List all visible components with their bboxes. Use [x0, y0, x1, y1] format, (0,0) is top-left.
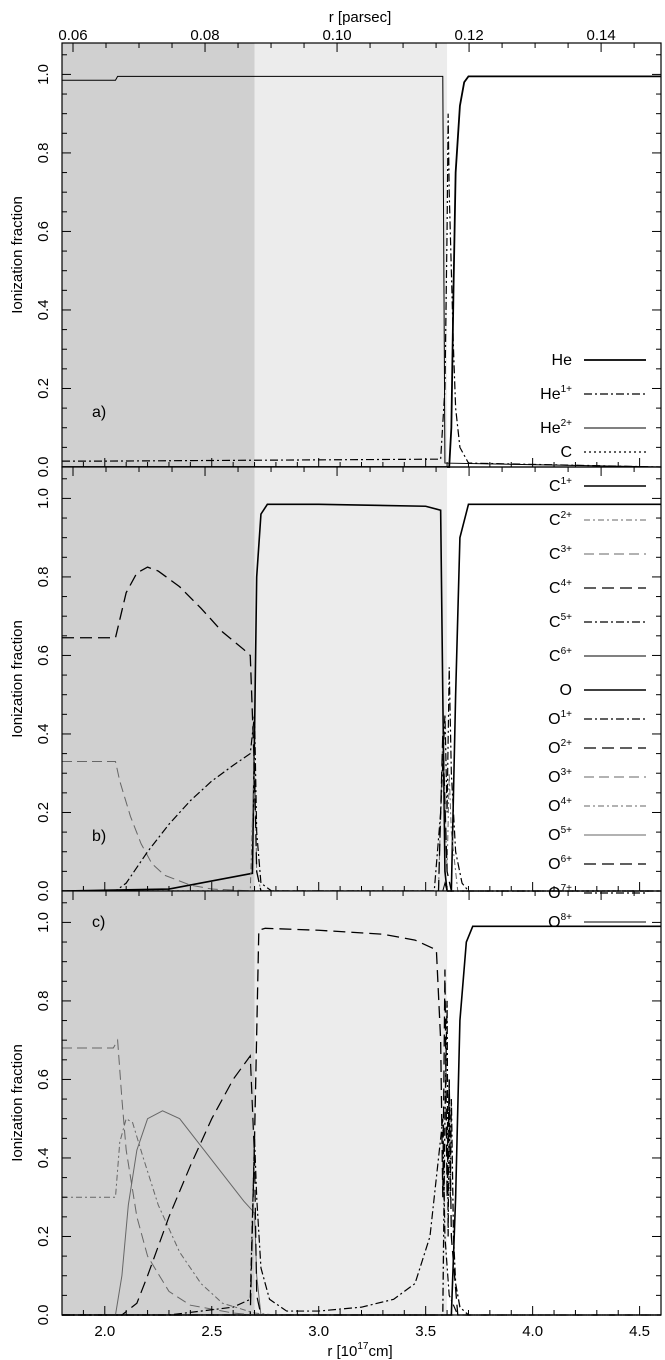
series-line-o6plus [62, 1054, 661, 1316]
series-line-o3plus [62, 1038, 661, 1316]
top-tick-label: 0.06 [58, 27, 87, 44]
series-line-o2plus [62, 927, 661, 1316]
series-line-c3plus [62, 760, 661, 892]
bottom-tick-label: 4.0 [522, 1323, 543, 1340]
y-tick-label: 0.2 [35, 378, 52, 399]
legend-label: C5+ [549, 612, 572, 631]
bottom-tick-label: 4.5 [629, 1323, 650, 1340]
panel-2: 0.0 0.2 0.4 0.6 0.8 1.0 Ionization fraction b) C… [9, 444, 662, 902]
panel-1: 0.0 0.2 0.4 0.6 0.8 1.0 Ionization fraction a) H… [9, 42, 662, 478]
shaded-region-2 [254, 43, 448, 467]
legend-label: He1+ [540, 384, 572, 403]
legend-label: O3+ [548, 767, 572, 786]
y-tick-label: 0.0 [35, 881, 52, 902]
panel-label: c) [92, 914, 105, 931]
top-tick-label: 0.08 [190, 27, 219, 44]
legend-label: He2+ [540, 418, 572, 437]
legend-label: O4+ [548, 796, 572, 815]
series-line-c5plus [62, 667, 661, 892]
y-tick-label: 0.2 [35, 1226, 52, 1247]
y-axis-title: Ionization fraction [9, 1044, 26, 1162]
y-axis-title: Ionization fraction [9, 620, 26, 738]
panel-label: a) [92, 404, 106, 421]
y-tick-label: 0.4 [35, 1148, 52, 1169]
y-tick-label: 1.0 [35, 64, 52, 85]
top-tick-label: 0.14 [586, 27, 615, 44]
top-axis-title: r [parsec] [329, 9, 392, 26]
panels: 0.0 0.2 0.4 0.6 0.8 1.0 Ionization fraction a) H… [9, 27, 662, 1340]
legend-label: C [560, 444, 572, 461]
legend-label: O6+ [548, 854, 572, 873]
legend-label: C2+ [549, 510, 572, 529]
series-line-o7plus [62, 1118, 661, 1316]
bottom-tick-label: 2.5 [201, 1323, 222, 1340]
series-line-he1plus [62, 113, 662, 468]
y-tick-label: 0.8 [35, 142, 52, 163]
y-tick-label: 0.4 [35, 724, 52, 745]
y-tick-label: 1.0 [35, 912, 52, 933]
legend-label: C1+ [549, 476, 572, 495]
legend-label: He [552, 352, 573, 369]
legend-label: O7+ [548, 883, 572, 902]
y-tick-label: 0.2 [35, 802, 52, 823]
shaded-region-2 [254, 891, 448, 1315]
y-tick-label: 0.6 [35, 645, 52, 666]
legend-label: O8+ [548, 912, 572, 931]
panel-3: 0.0 0.2 0.4 0.6 0.8 1.0 Ionization fraction c) O… [9, 682, 662, 1326]
shaded-region-1 [62, 467, 255, 891]
y-axis-title: Ionization fraction [9, 196, 26, 314]
top-tick-label: 0.10 [322, 27, 351, 44]
y-tick-label: 1.0 [35, 488, 52, 509]
y-tick-label: 0.0 [35, 1305, 52, 1326]
series-line-c4plus [62, 566, 661, 892]
y-tick-label: 0.4 [35, 300, 52, 321]
panel-label: b) [92, 828, 106, 845]
shaded-region-1 [62, 891, 255, 1315]
legend-label: C6+ [549, 646, 572, 665]
y-tick-label: 0.0 [35, 457, 52, 478]
series-line-he2plus [62, 75, 662, 468]
shaded-region-2 [254, 467, 448, 891]
legend-label: O2+ [548, 738, 572, 757]
bottom-tick-label: 3.0 [308, 1323, 329, 1340]
bottom-tick-label: 3.5 [415, 1323, 436, 1340]
shaded-region-1 [62, 43, 255, 467]
y-tick-label: 0.6 [35, 221, 52, 242]
top-tick-label: 0.12 [454, 27, 483, 44]
legend-label: O1+ [548, 709, 572, 728]
legend-label: O [560, 682, 572, 699]
legend-label: C3+ [549, 544, 572, 563]
y-tick-label: 0.8 [35, 990, 52, 1011]
y-tick-label: 0.8 [35, 566, 52, 587]
bottom-tick-label: 2.0 [94, 1323, 115, 1340]
bottom-axis-title: r [1017cm] [327, 1341, 392, 1360]
legend-label: C4+ [549, 578, 572, 597]
y-tick-label: 0.6 [35, 1069, 52, 1090]
legend-label: O5+ [548, 825, 572, 844]
